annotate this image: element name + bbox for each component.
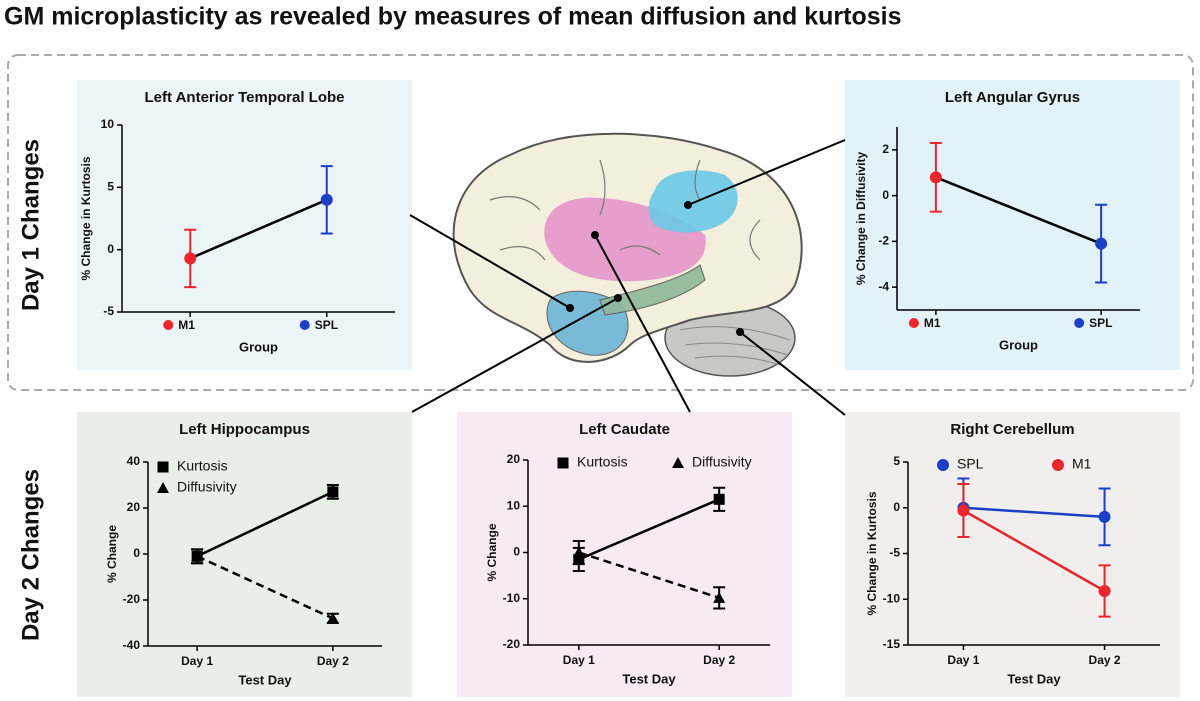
x-tick-label: SPL — [315, 318, 338, 332]
category-dot — [1074, 318, 1085, 328]
x-axis-label: Test Day — [622, 671, 676, 686]
series-line — [196, 555, 334, 620]
y-tick-label: 5 — [107, 180, 114, 194]
y-tick-label: 0 — [893, 500, 900, 514]
y-tick-label: 40 — [127, 454, 141, 468]
marker — [191, 550, 204, 562]
marker — [1095, 237, 1108, 250]
legend-label: SPL — [957, 456, 984, 472]
brain-illustration — [409, 132, 846, 416]
series-line — [962, 509, 1106, 593]
y-tick-label: -2 — [878, 234, 889, 248]
legend-label: Kurtosis — [177, 458, 228, 474]
marker — [572, 546, 585, 558]
y-tick-label: 0 — [513, 545, 520, 559]
panel — [845, 80, 1180, 370]
marker — [957, 504, 970, 517]
panel — [457, 412, 792, 697]
y-tick-label: -20 — [503, 637, 521, 651]
y-axis-label: % Change in Kurtosis — [865, 491, 879, 615]
x-tick-label: Day 2 — [703, 653, 735, 667]
marker — [713, 591, 726, 603]
y-tick-label: 20 — [127, 500, 141, 514]
x-tick-label: Day 1 — [947, 653, 979, 667]
y-tick-label: 0 — [882, 188, 889, 202]
marker — [184, 252, 197, 265]
x-tick-label: Day 1 — [563, 653, 595, 667]
y-tick-label: -15 — [883, 637, 901, 651]
x-tick-label: Day 2 — [317, 654, 349, 668]
y-tick-label: -10 — [883, 591, 901, 605]
x-axis-label: Group — [999, 337, 1038, 352]
y-tick-label: 0 — [107, 242, 114, 256]
marker — [557, 457, 569, 469]
row-label: Day 2 Changes — [17, 469, 44, 641]
panel — [77, 412, 412, 697]
chart-title: Right Cerebellum — [950, 421, 1074, 438]
x-axis-label: Test Day — [238, 672, 292, 687]
chart-title: Left Caudate — [579, 421, 670, 438]
marker — [327, 486, 339, 498]
chart-title: Left Hippocampus — [179, 421, 310, 438]
x-axis-label: Group — [239, 339, 278, 354]
series-line — [196, 490, 334, 558]
x-tick-label: Day 1 — [181, 654, 213, 668]
legend-label: Kurtosis — [577, 454, 628, 470]
x-tick-label: M1 — [178, 318, 195, 332]
y-axis-label: % Change — [485, 523, 499, 581]
category-dot — [163, 320, 174, 330]
category-dot — [908, 318, 919, 328]
figure-title: GM microplasticity as revealed by measur… — [4, 3, 902, 31]
marker — [1098, 510, 1111, 523]
y-tick-label: 5 — [893, 454, 900, 468]
legend-label: Diffusivity — [692, 454, 752, 470]
y-tick-label: -20 — [123, 592, 141, 606]
panel — [845, 412, 1180, 697]
chart-title: Left Angular Gyrus — [945, 89, 1080, 106]
marker — [672, 457, 684, 468]
marker — [320, 193, 333, 206]
row-label: Day 1 Changes — [17, 139, 44, 311]
series-line — [578, 498, 720, 561]
legend-label: M1 — [1072, 456, 1092, 472]
chart-title: Left Anterior Temporal Lobe — [144, 89, 344, 106]
y-tick-label: -4 — [878, 279, 889, 293]
y-axis-label: % Change — [105, 525, 119, 583]
series-line — [578, 551, 720, 600]
y-tick-label: 0 — [133, 546, 140, 560]
legend-label: Diffusivity — [177, 479, 237, 495]
panel — [77, 80, 412, 370]
marker — [157, 461, 169, 473]
y-tick-label: 2 — [882, 142, 889, 156]
category-dot — [299, 320, 310, 330]
marker — [713, 493, 725, 505]
x-axis-label: Test Day — [1007, 671, 1061, 686]
series-line — [189, 198, 328, 260]
day1-frame — [7, 54, 1194, 391]
x-tick-label: Day 2 — [1089, 653, 1121, 667]
y-tick-label: 10 — [101, 117, 115, 131]
marker — [326, 612, 339, 624]
x-tick-label: M1 — [924, 316, 941, 330]
y-tick-label: 20 — [507, 452, 521, 466]
marker — [157, 482, 169, 493]
series-line — [935, 176, 1102, 245]
marker — [937, 459, 949, 471]
marker — [1052, 459, 1064, 471]
y-tick-label: -5 — [889, 546, 900, 560]
y-tick-label: -5 — [103, 304, 114, 318]
y-axis-label: % Change in Kurtosis — [79, 156, 93, 280]
y-tick-label: -10 — [503, 591, 521, 605]
marker — [1098, 585, 1111, 598]
y-tick-label: 10 — [507, 498, 521, 512]
y-axis-label: % Change in Diffusivity — [854, 152, 868, 286]
y-tick-label: -40 — [123, 638, 141, 652]
marker — [929, 171, 942, 184]
series-line — [963, 506, 1105, 519]
x-tick-label: SPL — [1089, 316, 1112, 330]
